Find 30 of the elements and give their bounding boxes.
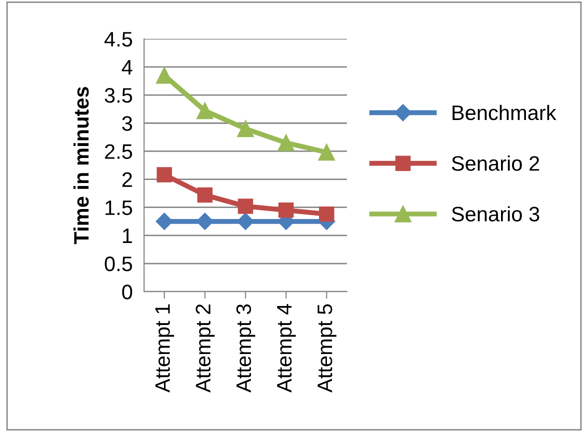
point — [156, 212, 173, 230]
point — [318, 206, 334, 222]
y-tick-label: 2 — [122, 172, 132, 187]
y-tick-label: 3 — [122, 116, 132, 131]
y-tick-label: 1 — [122, 228, 132, 243]
y-tick-label: 4 — [122, 60, 132, 75]
point — [278, 202, 294, 218]
point — [278, 134, 294, 152]
point — [196, 212, 214, 230]
point — [237, 120, 254, 138]
x-tick-label: Attempt 5 — [318, 304, 336, 393]
y-tick-label: 0.5 — [104, 256, 132, 272]
x-tick-label: Attempt 1 — [155, 304, 174, 393]
point — [196, 102, 214, 120]
y-tick-label: 4.5 — [104, 32, 132, 47]
x-tick-label: Attempt 4 — [277, 304, 296, 393]
y-tick-label: 2.5 — [105, 144, 132, 159]
x-tick-label: Attempt 3 — [236, 304, 256, 393]
legend-label: Senario 3 — [452, 206, 540, 222]
legend-label: Senario 2 — [452, 156, 540, 171]
legend-label: Benchmark — [452, 104, 556, 120]
y-tick-label: 1.5 — [106, 200, 132, 216]
point — [318, 144, 335, 161]
y-tick-label: 3.5 — [104, 88, 132, 103]
point — [238, 198, 254, 214]
y-axis-title: Time in minutes — [73, 86, 89, 244]
y-tick-label: 0 — [122, 284, 132, 300]
point — [197, 187, 213, 203]
x-tick-label: Attempt 2 — [196, 304, 215, 393]
point — [156, 167, 172, 182]
